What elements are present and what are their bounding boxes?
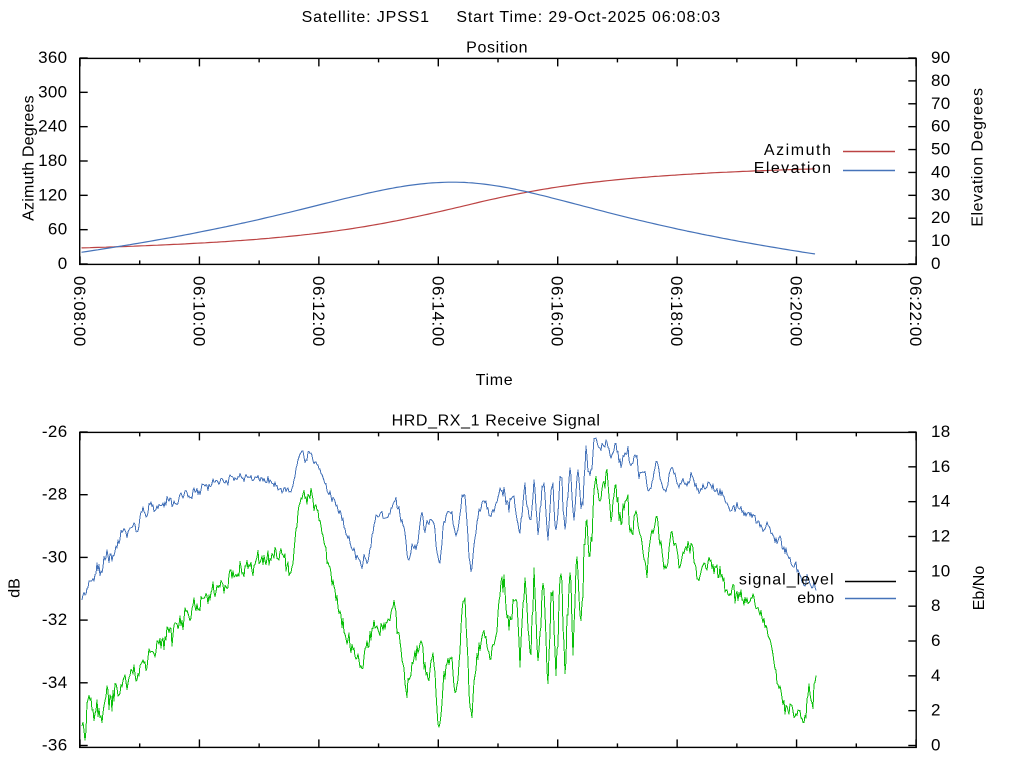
svg-text:-30: -30 [42, 547, 68, 566]
svg-text:-32: -32 [42, 610, 68, 629]
svg-text:-36: -36 [42, 736, 68, 755]
svg-text:40: 40 [931, 162, 951, 181]
svg-text:70: 70 [931, 94, 951, 113]
svg-text:ebno: ebno [797, 590, 834, 607]
svg-text:180: 180 [38, 151, 67, 170]
svg-text:16: 16 [931, 457, 951, 476]
svg-text:signal_level: signal_level [739, 572, 835, 589]
svg-text:60: 60 [931, 117, 951, 136]
svg-text:HRD_RX_1 Receive Signal: HRD_RX_1 Receive Signal [392, 413, 601, 430]
svg-text:Eb/No: Eb/No [971, 566, 988, 611]
svg-text:06:14:00: 06:14:00 [428, 276, 447, 347]
svg-text:60: 60 [48, 220, 68, 239]
svg-text:20: 20 [931, 208, 951, 227]
svg-text:6: 6 [931, 631, 941, 650]
svg-text:80: 80 [931, 71, 951, 90]
svg-text:06:16:00: 06:16:00 [548, 276, 567, 347]
svg-text:360: 360 [38, 48, 67, 67]
svg-text:0: 0 [931, 254, 941, 273]
svg-text:-34: -34 [42, 673, 68, 692]
svg-text:0: 0 [931, 736, 941, 755]
svg-text:18: 18 [931, 422, 951, 441]
svg-text:-28: -28 [42, 485, 68, 504]
svg-text:4: 4 [931, 666, 941, 685]
svg-text:Time: Time [476, 372, 514, 389]
svg-text:Position: Position [466, 39, 528, 56]
svg-text:dB: dB [7, 578, 24, 598]
svg-text:06:12:00: 06:12:00 [309, 276, 328, 347]
svg-text:0: 0 [58, 254, 68, 273]
svg-text:06:18:00: 06:18:00 [667, 276, 686, 347]
svg-text:-26: -26 [42, 422, 68, 441]
svg-text:30: 30 [931, 185, 951, 204]
svg-text:10: 10 [931, 231, 951, 250]
svg-text:Elevation Degrees: Elevation Degrees [970, 88, 987, 227]
svg-text:Azimuth: Azimuth [764, 142, 833, 159]
svg-text:06:22:00: 06:22:00 [906, 276, 925, 347]
svg-text:Satellite: JPSS1 Start Tim: Satellite: JPSS1 Start Time: 29-Oct-2025… [302, 9, 721, 26]
svg-text:12: 12 [931, 527, 951, 546]
svg-text:120: 120 [38, 185, 67, 204]
svg-text:14: 14 [931, 492, 951, 511]
svg-text:2: 2 [931, 701, 941, 720]
svg-text:Elevation: Elevation [754, 160, 833, 177]
svg-text:240: 240 [38, 117, 67, 136]
svg-text:06:20:00: 06:20:00 [787, 276, 806, 347]
svg-text:8: 8 [931, 596, 941, 615]
svg-text:06:08:00: 06:08:00 [70, 276, 89, 347]
svg-text:06:10:00: 06:10:00 [189, 276, 208, 347]
svg-text:50: 50 [931, 140, 951, 159]
svg-text:Azimuth Degrees: Azimuth Degrees [21, 95, 38, 221]
svg-text:90: 90 [931, 48, 951, 67]
svg-text:10: 10 [931, 561, 951, 580]
svg-text:300: 300 [38, 82, 67, 101]
